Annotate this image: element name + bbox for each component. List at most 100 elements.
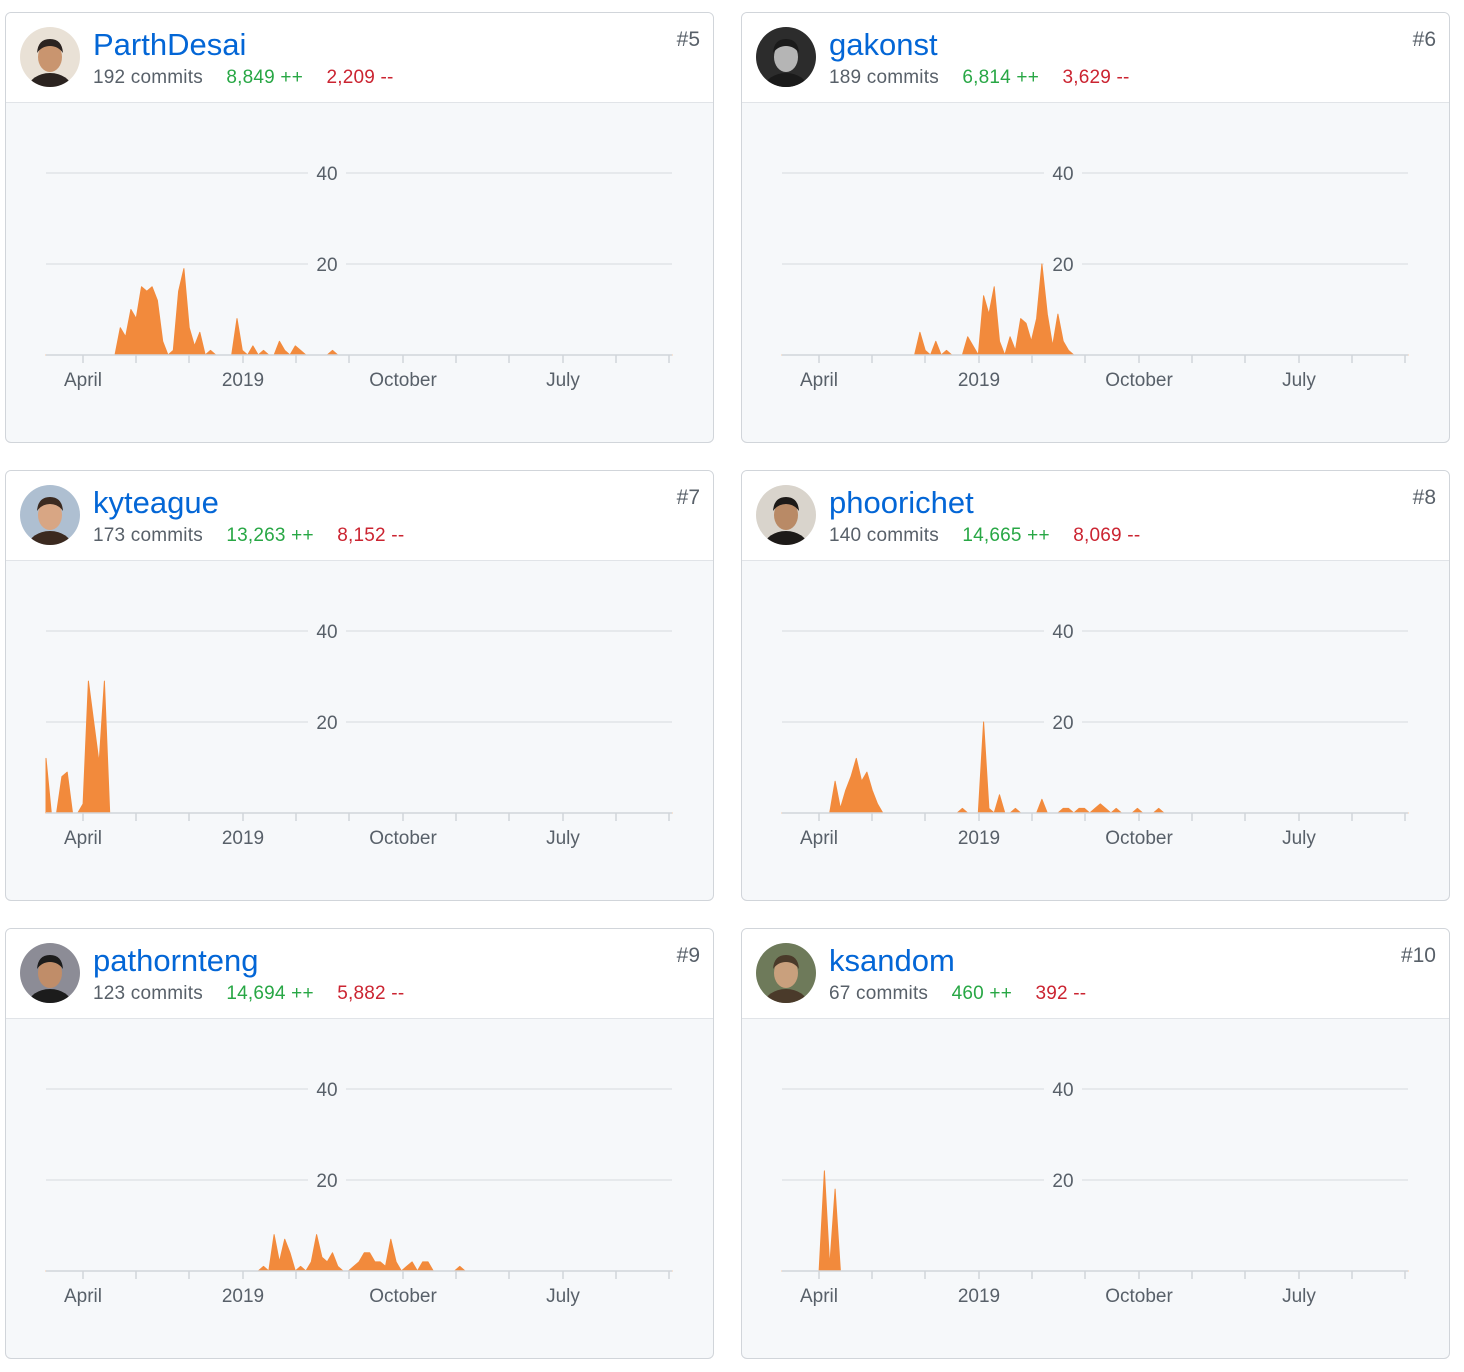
- avatar-shoulders: [28, 989, 72, 1003]
- y-tick-label: 20: [1052, 1171, 1073, 1192]
- contributor-stats: 189 commits 6,814 ++ 3,629 --: [829, 66, 1148, 90]
- contributor-card-ParthDesai: ParthDesai 192 commits 8,849 ++ 2,209 --…: [5, 12, 714, 443]
- avatar-photo: [20, 27, 80, 87]
- x-tick-label: 2019: [958, 1286, 1000, 1307]
- contributor-header: kyteague 173 commits 13,263 ++ 8,152 -- …: [6, 471, 713, 561]
- y-tick-label: 40: [1052, 164, 1073, 185]
- avatar[interactable]: [20, 485, 80, 545]
- x-tick-label: 2019: [222, 1286, 264, 1307]
- commits-area-series: [781, 1170, 1409, 1272]
- y-label-background: [308, 161, 346, 185]
- avatar[interactable]: [756, 485, 816, 545]
- avatar-face: [38, 500, 62, 530]
- activity-area-chart: 20 40 April 2019 October July: [781, 1077, 1409, 1307]
- contributor-username-link[interactable]: phoorichet: [829, 485, 974, 520]
- commit-count[interactable]: 67 commits: [829, 983, 929, 1004]
- x-tick-label: July: [1282, 828, 1316, 849]
- contributor-stats: 173 commits 13,263 ++ 8,152 --: [93, 524, 422, 548]
- x-tick-label: October: [1105, 1286, 1173, 1307]
- avatar[interactable]: [20, 943, 80, 1003]
- commits-area-series: [781, 721, 1409, 814]
- avatar-face: [774, 958, 798, 988]
- x-tick-label: April: [64, 1286, 102, 1307]
- deletions-count: 5,882 --: [337, 983, 405, 1004]
- x-tick-label: July: [546, 370, 580, 391]
- commit-activity-chart: 20 40 April 2019 October July: [742, 1019, 1449, 1358]
- contributor-stats: 123 commits 14,694 ++ 5,882 --: [93, 982, 422, 1006]
- x-tick-label: July: [1282, 1286, 1316, 1307]
- commit-activity-chart: 20 40 April 2019 October July: [6, 561, 713, 900]
- y-tick-label: 20: [316, 713, 337, 734]
- y-label-background: [1044, 161, 1082, 185]
- avatar-shoulders: [764, 531, 808, 545]
- avatar[interactable]: [20, 27, 80, 87]
- avatar-shoulders: [764, 989, 808, 1003]
- contributor-card-gakonst: gakonst 189 commits 6,814 ++ 3,629 -- #6…: [741, 12, 1450, 443]
- contributor-username-link[interactable]: kyteague: [93, 485, 219, 520]
- avatar[interactable]: [756, 943, 816, 1003]
- contributor-username-link[interactable]: ParthDesai: [93, 27, 247, 62]
- commit-activity-chart: 20 40 April 2019 October July: [742, 561, 1449, 900]
- contributor-stats: 140 commits 14,665 ++ 8,069 --: [829, 524, 1158, 548]
- contributor-card-ksandom: ksandom 67 commits 460 ++ 392 -- #10 20 4…: [741, 928, 1450, 1359]
- contributor-header: gakonst 189 commits 6,814 ++ 3,629 -- #6: [742, 13, 1449, 103]
- y-tick-label: 40: [316, 622, 337, 643]
- contributor-username-link[interactable]: gakonst: [829, 27, 938, 62]
- x-tick-label: April: [800, 1286, 838, 1307]
- contributor-header: ParthDesai 192 commits 8,849 ++ 2,209 --…: [6, 13, 713, 103]
- contributor-rank: #7: [676, 486, 700, 509]
- y-label-background: [1044, 619, 1082, 643]
- commits-area-series: [45, 680, 673, 814]
- avatar[interactable]: [756, 27, 816, 87]
- x-tick-label: April: [800, 828, 838, 849]
- contributor-stats: 192 commits 8,849 ++ 2,209 --: [93, 66, 412, 90]
- contributor-rank: #5: [676, 28, 700, 51]
- deletions-count: 3,629 --: [1062, 67, 1130, 88]
- contributor-card-phoorichet: phoorichet 140 commits 14,665 ++ 8,069 -…: [741, 470, 1450, 901]
- avatar-shoulders: [764, 73, 808, 87]
- contributor-username-link[interactable]: ksandom: [829, 943, 955, 978]
- deletions-count: 2,209 --: [326, 67, 394, 88]
- y-tick-label: 40: [1052, 622, 1073, 643]
- avatar-face: [774, 500, 798, 530]
- avatar-hair: [37, 955, 63, 969]
- avatar-hair: [773, 955, 799, 969]
- y-label-background: [1044, 1077, 1082, 1101]
- avatar-hair: [37, 497, 63, 511]
- y-label-background: [308, 1077, 346, 1101]
- avatar-hair: [773, 39, 799, 53]
- avatar-hair: [773, 497, 799, 511]
- commit-count[interactable]: 189 commits: [829, 67, 939, 88]
- y-label-background: [308, 619, 346, 643]
- commit-activity-chart: 20 40 April 2019 October July: [6, 1019, 713, 1358]
- avatar-shoulders: [28, 531, 72, 545]
- y-tick-label: 20: [316, 1171, 337, 1192]
- x-tick-label: October: [1105, 828, 1173, 849]
- x-tick-label: 2019: [222, 828, 264, 849]
- commit-count[interactable]: 123 commits: [93, 983, 203, 1004]
- y-tick-label: 20: [1052, 713, 1073, 734]
- contributors-grid: ParthDesai 192 commits 8,849 ++ 2,209 --…: [5, 12, 1450, 1359]
- contributor-username-link[interactable]: pathornteng: [93, 943, 259, 978]
- x-tick-label: October: [369, 1286, 437, 1307]
- commit-count[interactable]: 173 commits: [93, 525, 203, 546]
- additions-count: 6,814 ++: [962, 67, 1040, 88]
- commit-count[interactable]: 192 commits: [93, 67, 203, 88]
- contributor-rank: #6: [1412, 28, 1436, 51]
- y-label-background: [308, 252, 346, 276]
- y-tick-label: 40: [316, 164, 337, 185]
- activity-area-chart: 20 40 April 2019 October July: [781, 161, 1409, 391]
- additions-count: 13,263 ++: [226, 525, 314, 546]
- y-tick-label: 40: [316, 1080, 337, 1101]
- x-tick-label: 2019: [958, 370, 1000, 391]
- avatar-photo: [756, 943, 816, 1003]
- activity-area-chart: 20 40 April 2019 October July: [45, 619, 673, 849]
- x-tick-label: July: [1282, 370, 1316, 391]
- commits-area-series: [781, 263, 1409, 356]
- contributor-header: pathornteng 123 commits 14,694 ++ 5,882 …: [6, 929, 713, 1019]
- y-label-background: [1044, 252, 1082, 276]
- y-tick-label: 20: [1052, 255, 1073, 276]
- avatar-hair: [37, 39, 63, 53]
- x-tick-label: October: [369, 370, 437, 391]
- commit-count[interactable]: 140 commits: [829, 525, 939, 546]
